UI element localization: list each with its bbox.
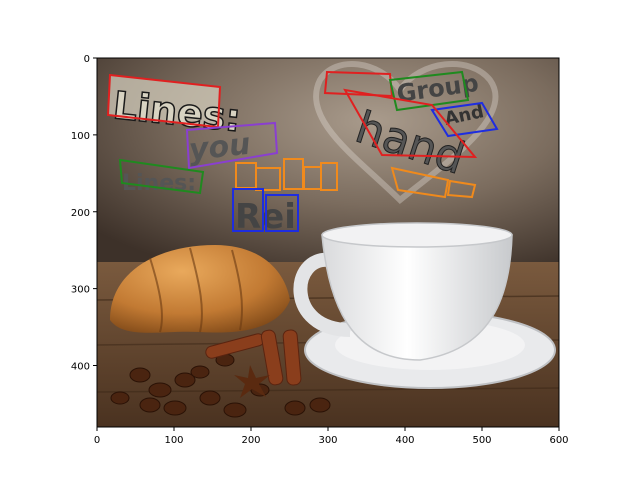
box-bottom-orange [390,166,477,199]
box-you: you [185,121,279,170]
cinnamon-sticks [205,329,302,386]
y-tick-label: 0 [84,54,90,65]
croissant [110,245,290,333]
x-tick-label: 200 [241,435,260,446]
cup-rim [321,222,513,248]
box-orange-row [235,158,338,191]
steam-heart [313,61,499,205]
y-axis: 0 100 200 300 400 [71,54,97,373]
box-top-red [323,70,394,98]
x-tick-label: 0 [94,435,100,446]
x-axis: 0 100 200 300 400 500 600 [94,427,569,446]
box-rei: Rei [232,188,299,237]
x-tick-label: 100 [164,435,183,446]
cup-body [321,234,513,361]
coffee-beans [110,353,331,418]
y-tick-label: 300 [71,285,90,296]
word-you: you [187,127,252,168]
y-tick-label: 100 [71,131,90,142]
x-tick-label: 400 [395,435,414,446]
box-lines-small: Lines: [118,158,205,196]
y-tick-label: 400 [71,362,90,373]
x-tick-label: 500 [472,435,491,446]
y-tick-label: 200 [71,208,90,219]
cup-handle [293,252,351,337]
x-tick-label: 300 [318,435,337,446]
x-tick-label: 600 [549,435,568,446]
star-anise [234,365,270,398]
